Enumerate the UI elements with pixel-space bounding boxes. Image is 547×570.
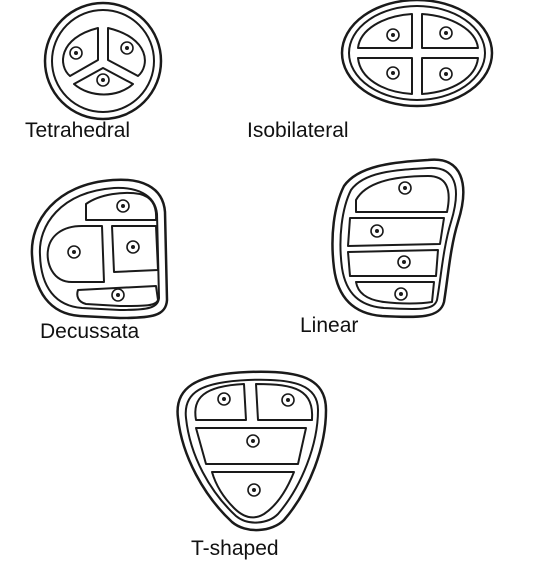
- nucleus: [217, 392, 231, 406]
- t-shaped-tetrad: [176, 370, 328, 532]
- label-tetrahedral: Tetrahedral: [25, 119, 130, 142]
- nucleus: [370, 224, 384, 238]
- nucleus: [69, 46, 83, 60]
- isobilateral-tetrad: [340, 0, 494, 108]
- nucleus: [246, 434, 260, 448]
- tetrahedral-tetrad: [43, 1, 163, 121]
- decussata-tetrad: [30, 178, 169, 320]
- nucleus: [439, 67, 453, 81]
- nucleus: [386, 28, 400, 42]
- label-isobilateral: Isobilateral: [247, 119, 349, 142]
- nucleus: [111, 288, 125, 302]
- label-linear: Linear: [300, 314, 358, 337]
- nucleus: [439, 26, 453, 40]
- nucleus: [126, 240, 140, 254]
- nucleus: [397, 255, 411, 269]
- nucleus: [394, 287, 408, 301]
- label-decussata: Decussata: [40, 320, 140, 343]
- nucleus: [247, 483, 261, 497]
- nucleus: [120, 41, 134, 55]
- nucleus: [398, 181, 412, 195]
- linear-tetrad: [331, 158, 465, 319]
- label-t-shaped: T-shaped: [191, 537, 279, 560]
- nucleus: [386, 66, 400, 80]
- nucleus: [67, 245, 81, 259]
- nucleus: [116, 199, 130, 213]
- nucleus: [96, 73, 110, 87]
- nucleus: [281, 393, 295, 407]
